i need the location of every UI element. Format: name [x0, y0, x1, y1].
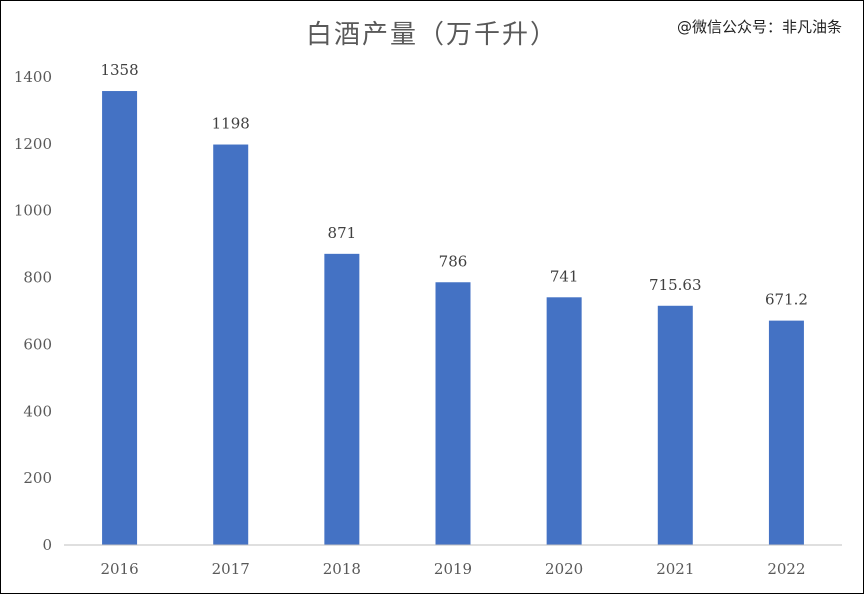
bar-2018 — [324, 253, 360, 545]
data-label-2016: 1358 — [100, 61, 138, 79]
x-axis-ticks: 2016 2017 2018 2019 2020 2021 2022 — [100, 560, 805, 578]
x-tick-label-2022: 2022 — [767, 560, 805, 578]
x-tick-label-2017: 2017 — [212, 560, 250, 578]
y-tick-label: 600 — [23, 335, 52, 353]
bars — [102, 91, 804, 546]
data-label-2021: 715.63 — [649, 276, 702, 294]
bar-2021 — [657, 305, 693, 545]
x-tick-label-2016: 2016 — [100, 560, 138, 578]
bar-2019 — [435, 282, 471, 545]
bar-2016 — [102, 91, 138, 545]
data-label-2020: 741 — [550, 267, 579, 285]
y-tick-label: 0 — [42, 536, 52, 554]
data-labels: 1358 1198 871 786 741 715.63 671.2 — [100, 61, 807, 309]
bar-2017 — [213, 144, 249, 546]
chart-title: 白酒产量（万千升） — [305, 20, 558, 50]
y-tick-label: 800 — [23, 269, 52, 287]
x-tick-label-2019: 2019 — [434, 560, 472, 578]
x-tick-label-2020: 2020 — [545, 560, 583, 578]
y-axis-ticks: 0 200 400 600 800 1000 1200 1400 — [14, 68, 52, 554]
data-label-2018: 871 — [328, 224, 357, 242]
x-tick-label-2018: 2018 — [323, 560, 361, 578]
y-tick-label: 1400 — [14, 68, 52, 86]
y-tick-label: 1200 — [14, 135, 52, 153]
y-tick-label: 200 — [23, 469, 52, 487]
y-tick-label: 400 — [23, 402, 52, 420]
data-label-2019: 786 — [439, 252, 468, 270]
data-label-2017: 1198 — [212, 115, 250, 133]
y-tick-label: 1000 — [14, 202, 52, 220]
x-tick-label-2021: 2021 — [656, 560, 694, 578]
bar-2022 — [768, 320, 804, 545]
data-label-2022: 671.2 — [765, 291, 808, 309]
bar-2020 — [546, 297, 582, 545]
watermark: @微信公众号：非凡油条 — [676, 18, 842, 36]
